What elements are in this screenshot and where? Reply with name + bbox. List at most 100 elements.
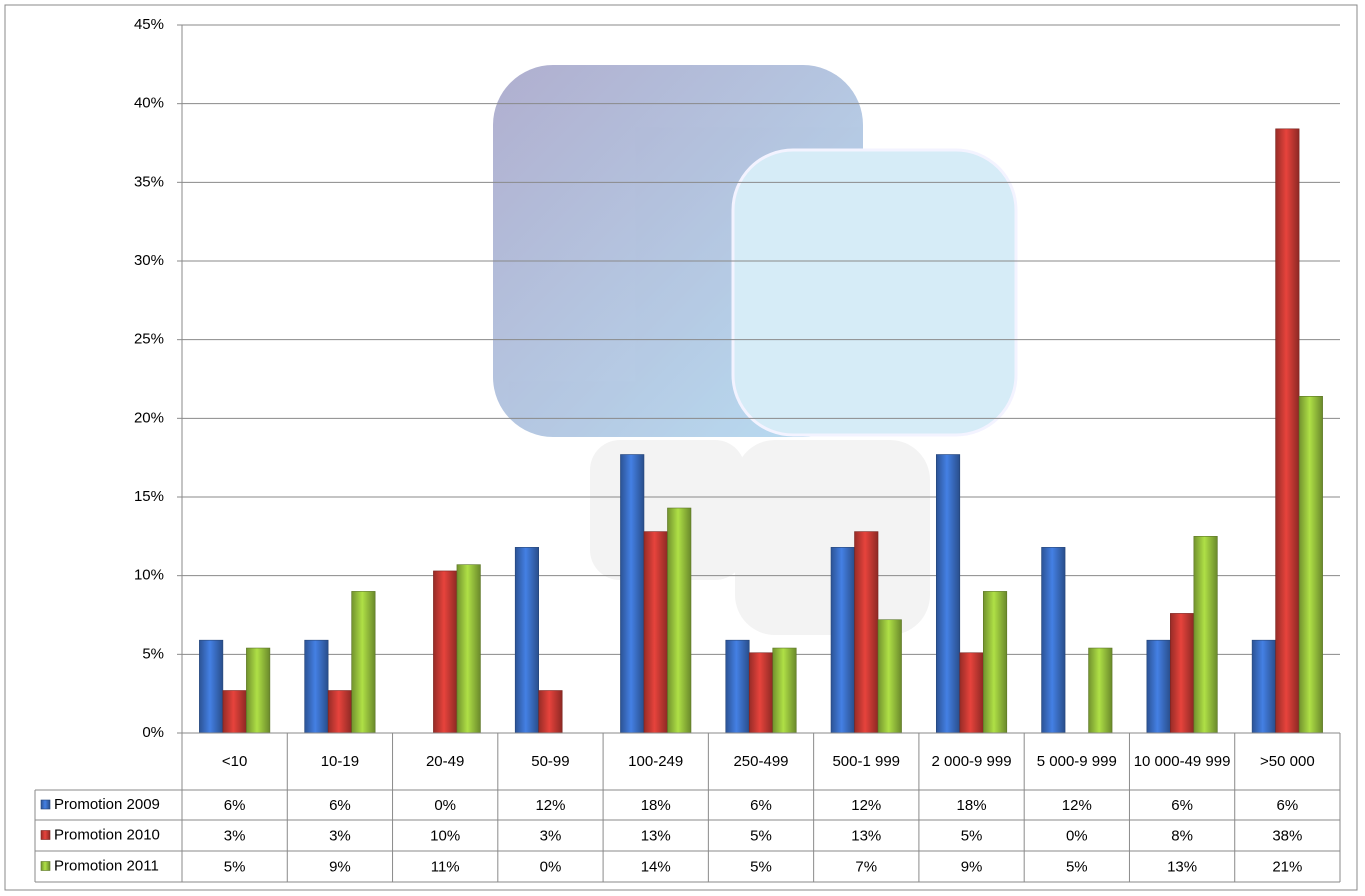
data-label: 13%: [1167, 858, 1197, 875]
y-tick-label: 5%: [142, 645, 164, 662]
data-label: 18%: [641, 797, 671, 814]
data-label: 18%: [957, 797, 987, 814]
data-label: 9%: [961, 858, 983, 875]
bar: [327, 690, 352, 734]
bar: [877, 619, 902, 734]
x-tick-label-cell: 20-49: [425, 752, 465, 770]
y-tick-label: 15%: [134, 488, 164, 505]
bar: [935, 454, 961, 734]
x-tick-label-cell: 2 000-9 999: [931, 752, 1012, 770]
data-label: 5%: [224, 858, 246, 875]
y-tick-label: 30%: [134, 252, 164, 269]
bar: [620, 454, 645, 734]
y-tick-label: 35%: [134, 173, 164, 190]
data-label: 6%: [1277, 797, 1299, 814]
x-tick-label: <10: [221, 752, 248, 770]
bar: [854, 531, 879, 734]
data-label: 5%: [961, 827, 983, 844]
bar: [1170, 613, 1195, 734]
data-label: 9%: [329, 858, 351, 875]
y-tick-label: 20%: [134, 409, 164, 426]
bar: [222, 690, 247, 734]
bar: [1041, 547, 1066, 734]
legend-marker: [40, 830, 51, 840]
data-label: 3%: [329, 827, 351, 844]
data-label: 13%: [641, 827, 671, 844]
legend-label: Promotion 2009: [54, 796, 160, 813]
data-label: 0%: [434, 797, 456, 814]
x-tick-label: 2 000-9 999: [931, 752, 1012, 770]
bar: [246, 647, 271, 734]
data-label: 6%: [224, 797, 246, 814]
data-label: 14%: [641, 858, 671, 875]
x-tick-label: 250-499: [733, 752, 789, 770]
bar: [1193, 536, 1218, 734]
bar: [1251, 639, 1276, 734]
y-tick-label: 45%: [134, 16, 164, 33]
bar: [456, 564, 481, 734]
x-tick-label: 50-99: [531, 752, 570, 770]
x-tick-label-cell: 10-19: [320, 752, 360, 770]
y-tick-label: 0%: [142, 724, 164, 741]
data-label: 38%: [1272, 827, 1302, 844]
bar: [538, 690, 563, 734]
bar: [772, 647, 797, 734]
bar: [199, 639, 224, 734]
bar: [351, 591, 376, 734]
data-label: 12%: [1062, 797, 1092, 814]
data-label: 10%: [430, 827, 460, 844]
legend-marker: [40, 799, 51, 810]
bar: [1298, 396, 1323, 734]
data-label: 21%: [1272, 858, 1302, 875]
bar: [830, 547, 855, 734]
x-tick-label: 20-49: [425, 752, 465, 770]
data-label: 0%: [540, 858, 562, 875]
data-label: 11%: [431, 858, 460, 875]
x-tick-label-cell: 10 000-49 999: [1133, 752, 1231, 770]
legend-label: Promotion 2011: [54, 857, 159, 874]
data-label: 13%: [851, 827, 881, 844]
data-label: 5%: [750, 858, 772, 875]
data-label: 3%: [540, 827, 562, 844]
bar: [433, 570, 458, 734]
x-tick-label: 10-19: [320, 752, 360, 770]
bar: [1146, 639, 1171, 734]
x-tick-label-cell: 5 000-9 999: [1036, 752, 1117, 770]
data-label: 6%: [329, 797, 351, 814]
x-tick-label-cell: >50 000: [1260, 752, 1315, 770]
x-tick-label: 10 000-49 999: [1133, 752, 1231, 770]
x-tick-label-cell: <10: [221, 752, 248, 770]
bar: [514, 547, 540, 734]
x-tick-label: 500-1 999: [832, 752, 901, 770]
legend-marker: [40, 861, 51, 871]
data-label: 5%: [750, 827, 772, 844]
y-tick-label: 40%: [134, 95, 164, 112]
x-tick-label: 5 000-9 999: [1036, 752, 1117, 770]
bar: [1275, 128, 1300, 734]
y-tick-label: 10%: [134, 567, 164, 584]
bar: [304, 639, 329, 734]
bar: [1088, 647, 1113, 734]
bar: [667, 507, 692, 734]
bar: [748, 652, 774, 734]
x-tick-label: >50 000: [1260, 752, 1315, 770]
data-label: 6%: [750, 797, 772, 814]
data-label: 5%: [1066, 858, 1088, 875]
data-label: 7%: [855, 858, 877, 875]
data-label: 8%: [1171, 827, 1193, 844]
data-label: 12%: [851, 797, 881, 814]
x-tick-label: 100-249: [628, 752, 684, 770]
data-label: 12%: [535, 797, 565, 814]
x-tick-label-cell: 500-1 999: [832, 752, 901, 770]
x-tick-label-cell: 50-99: [531, 752, 570, 770]
bar: [725, 639, 750, 734]
data-label: 6%: [1171, 797, 1193, 814]
x-tick-label-cell: 250-499: [733, 752, 789, 770]
x-tick-label-cell: 100-249: [628, 752, 684, 770]
bar: [982, 591, 1008, 734]
data-label: 0%: [1066, 827, 1088, 844]
y-tick-label: 25%: [134, 331, 164, 348]
bar: [643, 531, 668, 734]
data-label: 3%: [224, 827, 246, 844]
